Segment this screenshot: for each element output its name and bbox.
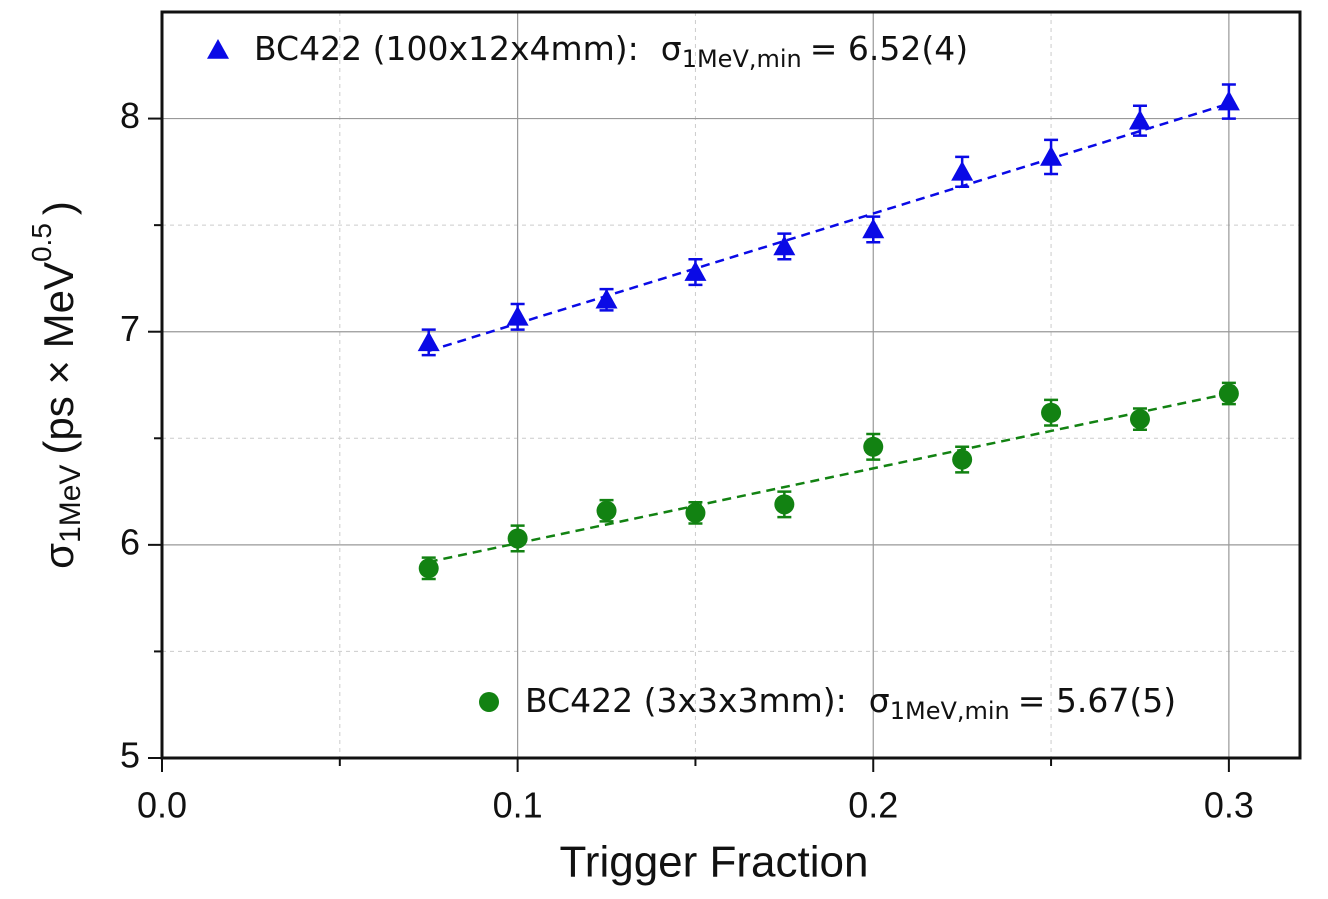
y-label-symbol: σ [35, 543, 82, 569]
marker-circle [952, 449, 973, 470]
y-tick-label: 6 [120, 521, 140, 562]
y-axis-label: σ1MeV (ps × MeV0.5) [26, 201, 87, 569]
legend-stat-subscript: 1MeV,min [682, 45, 802, 73]
legend-stat-symbol: σ [869, 681, 890, 720]
marker-circle [1218, 383, 1239, 404]
legend-label: BC422 (3x3x3mm): [525, 681, 847, 720]
y-label-close: ) [35, 201, 82, 215]
y-label-subscript: 1MeV [54, 465, 87, 543]
marker-triangle [773, 235, 796, 256]
marker-triangle [1040, 145, 1063, 166]
legend-stat-value: = 5.67(5) [1018, 681, 1176, 720]
legend-entry: BC422 (3x3x3mm): σ1MeV,min = 5.67(5) [525, 681, 1176, 726]
marker-triangle [595, 288, 618, 309]
y-tick-label: 8 [120, 95, 140, 136]
marker-triangle [506, 305, 529, 326]
y-label-superscript: 0.5 [26, 223, 57, 262]
marker-circle [1129, 409, 1150, 430]
legend-stat-symbol: σ [661, 29, 682, 68]
marker-circle [596, 500, 617, 521]
marker-circle [685, 502, 706, 523]
legend-stat-subscript: 1MeV,min [890, 697, 1010, 725]
marker-circle [774, 494, 795, 515]
marker-triangle [1217, 90, 1240, 111]
fit-line [428, 102, 1230, 353]
legend-marker [207, 39, 229, 59]
legend-stat-value: = 6.52(4) [810, 29, 968, 68]
legend-entry: BC422 (100x12x4mm): σ1MeV,min = 6.52(4) [254, 29, 968, 74]
x-axis-label: Trigger Fraction [560, 838, 869, 887]
legend-marker [479, 692, 499, 712]
x-tick-label: 0.3 [1204, 785, 1254, 826]
y-label-unit: (ps × MeV [35, 262, 82, 455]
plot-frame [160, 10, 1302, 760]
legend-label: BC422 (100x12x4mm): [254, 29, 639, 68]
fit-line [428, 392, 1230, 564]
marker-circle [507, 528, 528, 549]
marker-circle [863, 436, 884, 457]
marker-triangle [417, 331, 440, 352]
marker-circle [1041, 402, 1062, 423]
x-tick-label: 0.1 [493, 785, 543, 826]
x-tick-label: 0.0 [137, 785, 187, 826]
y-tick-label: 7 [120, 308, 140, 349]
marker-triangle [684, 261, 707, 281]
marker-triangle [951, 160, 974, 181]
marker-triangle [1128, 109, 1151, 130]
marker-circle [418, 558, 439, 579]
y-tick-label: 5 [120, 735, 140, 776]
marker-triangle [862, 218, 885, 239]
x-tick-label: 0.2 [848, 785, 898, 826]
